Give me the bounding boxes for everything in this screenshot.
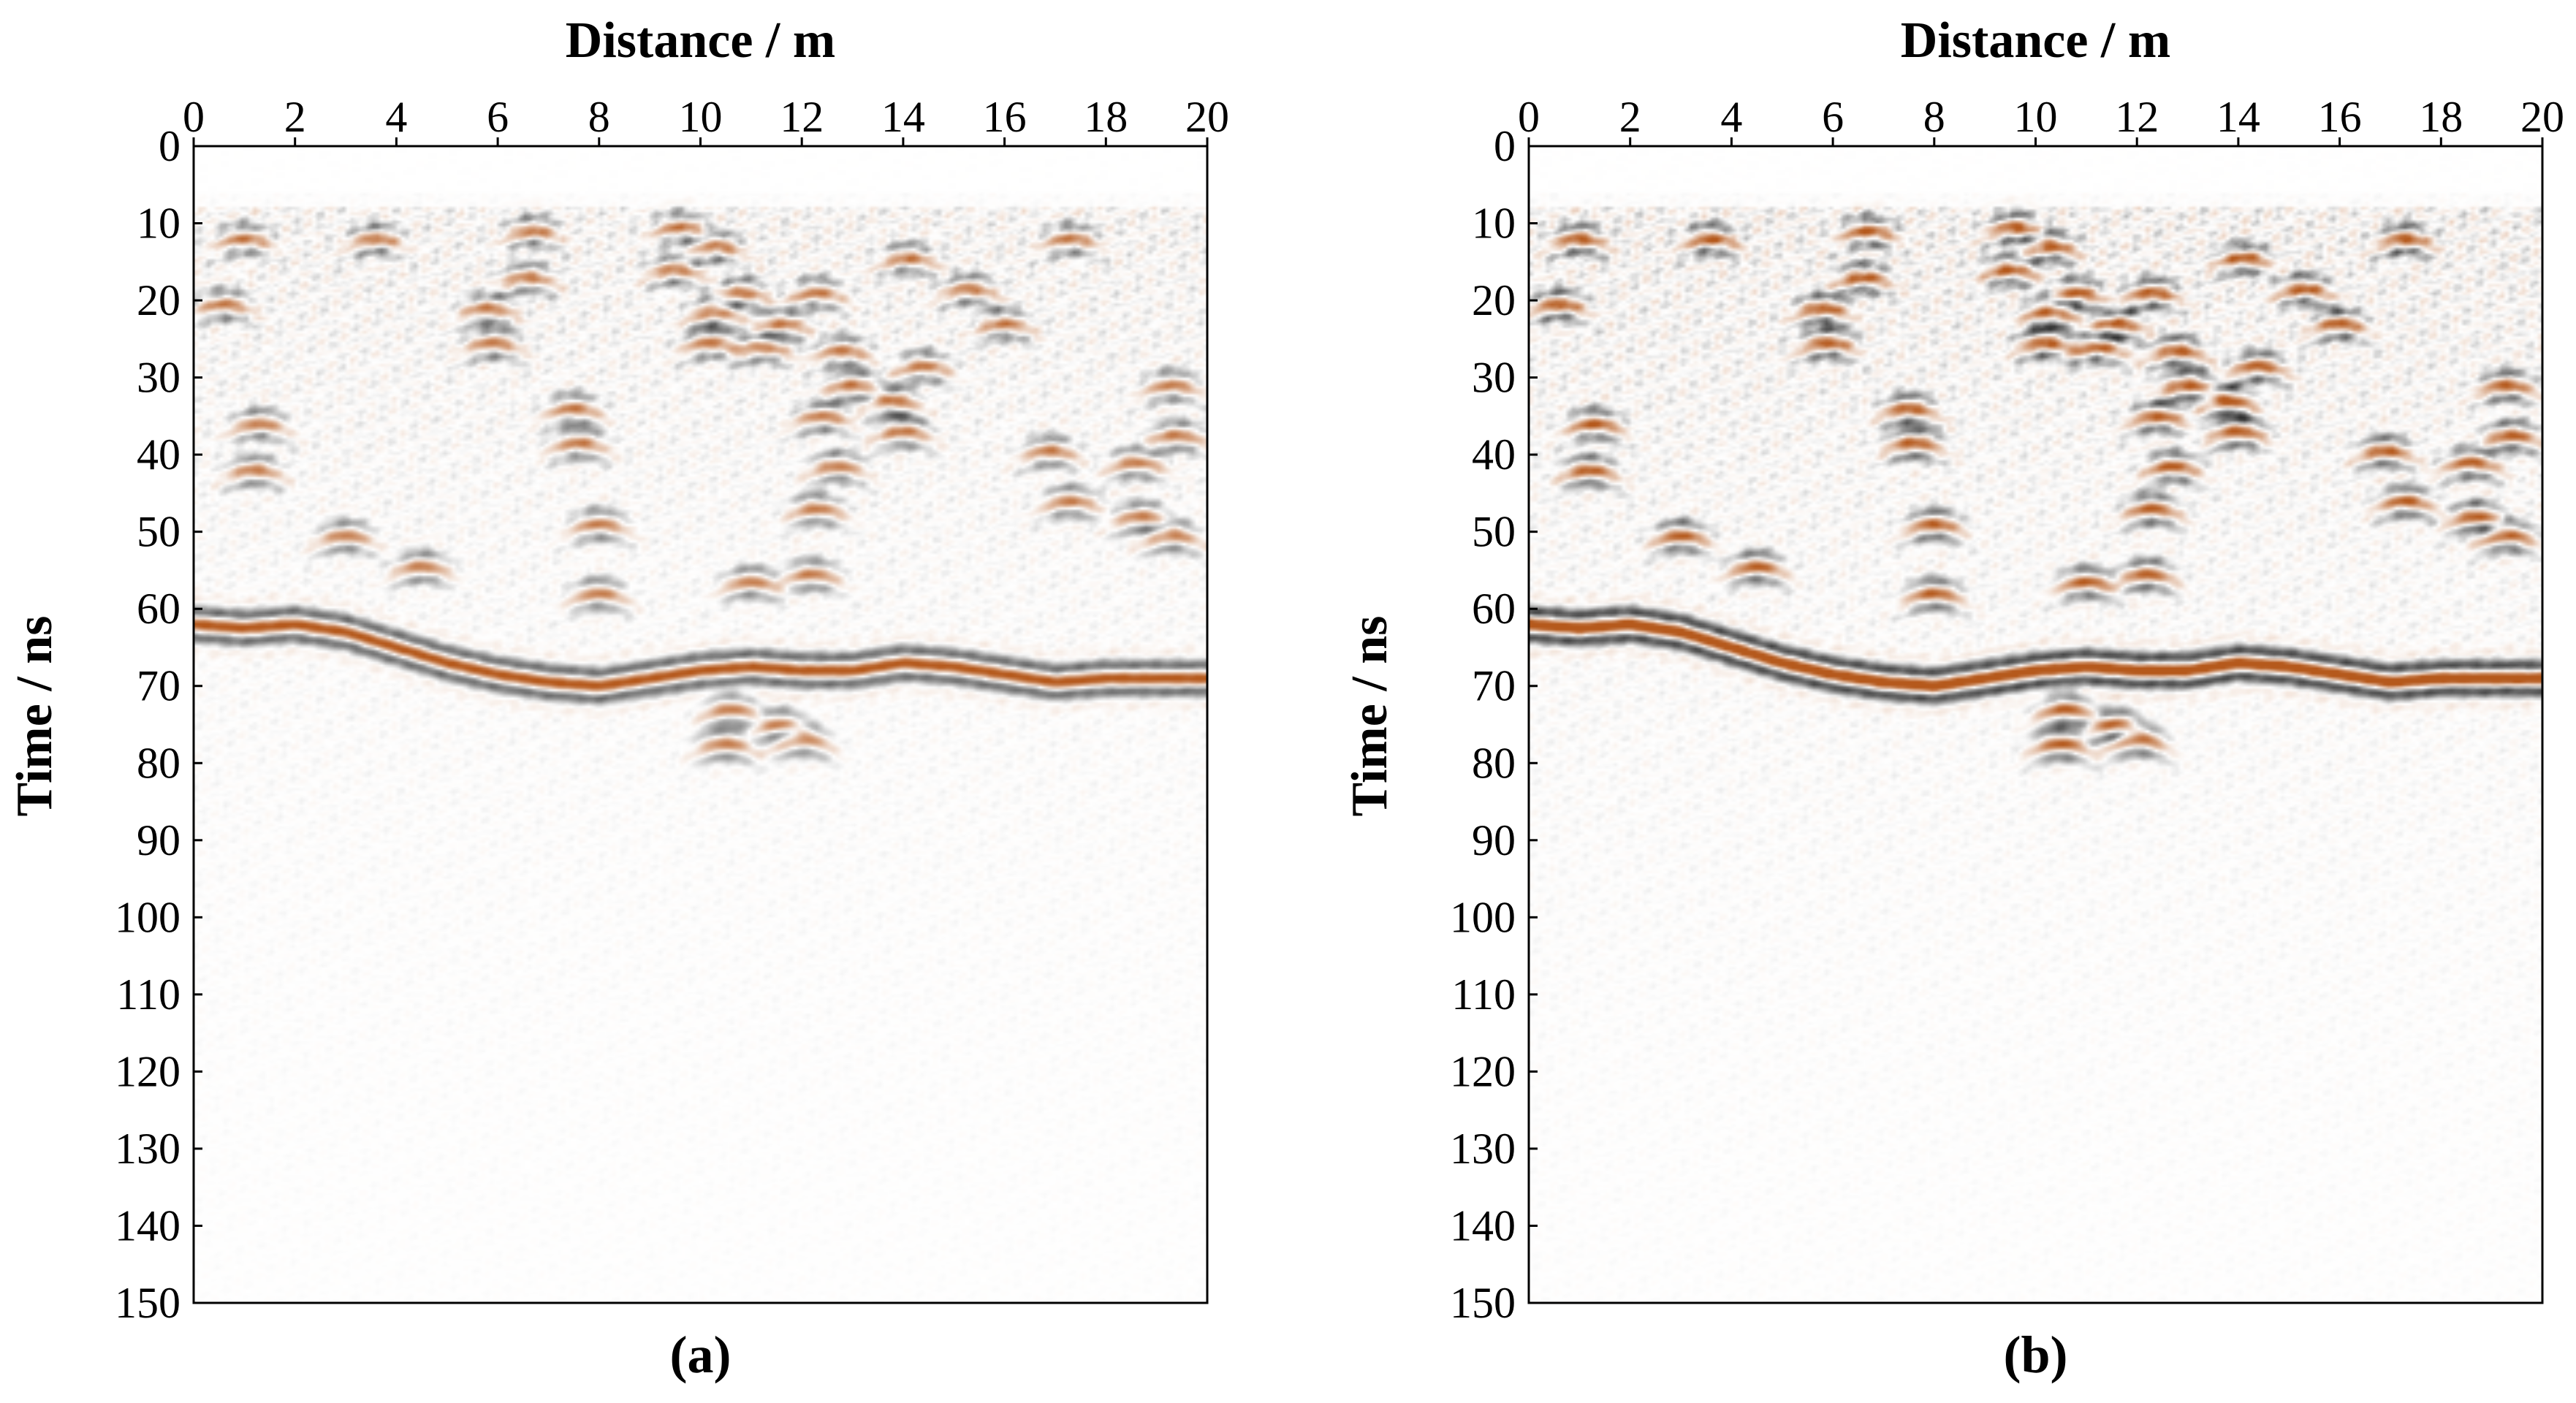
x-tick-label: 20 (1185, 93, 1229, 141)
y-tick-label: 40 (137, 430, 181, 479)
x-tick-label: 0 (1518, 93, 1540, 141)
y-tick-label: 20 (1472, 276, 1516, 324)
y-tick-label: 130 (1450, 1125, 1516, 1173)
y-tick-label: 80 (137, 739, 181, 787)
x-tick-label: 14 (881, 93, 925, 141)
radargram-image (194, 146, 1207, 1303)
panel-caption: (b) (2004, 1326, 2068, 1384)
y-tick-label: 0 (159, 122, 181, 170)
y-tick-label: 60 (1472, 585, 1516, 633)
x-tick-label: 12 (2115, 93, 2159, 141)
x-tick-label: 12 (780, 93, 824, 141)
panel-b: 0 2 4 6 8 10 12 14 16 18 20 0 10 20 30 40 50 60 70 80 90 100 1… (1342, 12, 2564, 1384)
x-tick-label: 18 (2419, 93, 2463, 141)
y-tick-label: 70 (137, 662, 181, 710)
x-tick-label: 16 (2318, 93, 2362, 141)
y-tick-label: 0 (1494, 122, 1516, 170)
y-axis-label: Time / ns (7, 616, 63, 817)
y-tick-label: 40 (1472, 430, 1516, 479)
x-axis-label: Distance / m (566, 12, 835, 69)
y-axis-label: Time / ns (1342, 616, 1398, 817)
x-tick-label: 2 (284, 93, 306, 141)
panel-caption: (a) (670, 1326, 732, 1384)
y-tick-label: 150 (1450, 1279, 1516, 1327)
y-tick-label: 100 (115, 893, 181, 941)
y-tick-label: 130 (115, 1125, 181, 1173)
x-tick-label: 2 (1619, 93, 1641, 141)
y-tick-label: 30 (1472, 354, 1516, 402)
x-tick-label: 6 (1822, 93, 1844, 141)
x-tick-label: 8 (588, 93, 610, 141)
x-tick-label: 14 (2216, 93, 2260, 141)
y-tick-label: 150 (115, 1279, 181, 1327)
x-tick-label: 10 (2014, 93, 2058, 141)
y-tick-label: 110 (116, 970, 181, 1019)
y-tick-label: 140 (115, 1201, 181, 1250)
y-tick-label: 50 (1472, 508, 1516, 556)
x-axis-label: Distance / m (1901, 12, 2170, 69)
y-tick-label: 60 (137, 585, 181, 633)
y-tick-label: 50 (137, 508, 181, 556)
x-tick-label: 16 (983, 93, 1027, 141)
x-tick-label: 4 (385, 93, 407, 141)
y-tick-label: 30 (137, 354, 181, 402)
y-tick-label: 10 (137, 199, 181, 248)
y-tick-label: 80 (1472, 739, 1516, 787)
x-tick-label: 20 (2520, 93, 2564, 141)
y-tick-label: 120 (1450, 1047, 1516, 1095)
y-tick-label: 100 (1450, 893, 1516, 941)
y-tick-label: 70 (1472, 662, 1516, 710)
x-tick-label: 8 (1923, 93, 1945, 141)
y-tick-label: 90 (137, 816, 181, 864)
y-tick-label: 90 (1472, 816, 1516, 864)
x-tick-label: 0 (183, 93, 205, 141)
y-tick-label: 110 (1451, 970, 1516, 1019)
x-tick-label: 18 (1084, 93, 1128, 141)
radargram-image (1529, 146, 2542, 1303)
panel-a: 0 2 4 6 8 10 12 14 16 18 20 0 10 20 30 40 50 60 70 80 90 100 1… (7, 12, 1229, 1384)
x-tick-label: 6 (487, 93, 509, 141)
y-tick-label: 140 (1450, 1201, 1516, 1250)
x-tick-label: 4 (1720, 93, 1742, 141)
x-tick-label: 10 (679, 93, 723, 141)
y-tick-label: 120 (115, 1047, 181, 1095)
y-tick-label: 20 (137, 276, 181, 324)
y-tick-label: 10 (1472, 199, 1516, 248)
